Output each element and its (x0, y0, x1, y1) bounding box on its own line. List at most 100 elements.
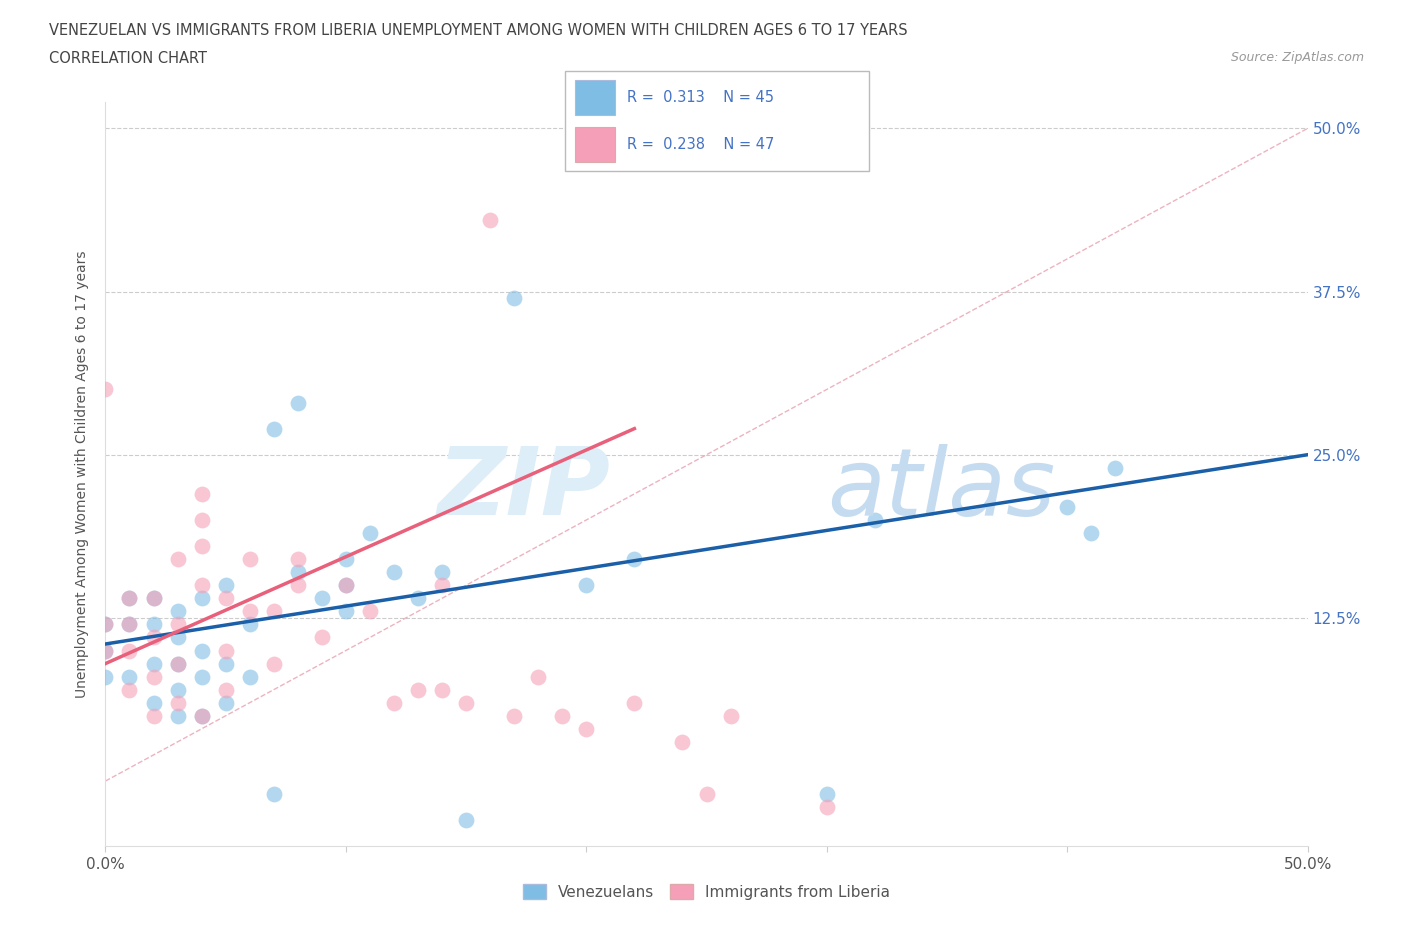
Point (166, 696, 188, 711)
Point (214, 696, 236, 711)
Point (815, 787, 838, 802)
Point (118, 591, 141, 605)
Point (142, 670, 165, 684)
Point (214, 657, 236, 671)
Point (1104, 460, 1126, 475)
Point (142, 709, 165, 724)
Point (166, 551, 188, 566)
Point (94, 617, 117, 631)
Point (359, 604, 381, 618)
Point (430, 578, 453, 592)
Point (190, 591, 212, 605)
Point (142, 657, 165, 671)
Point (382, 565, 405, 579)
Point (142, 591, 165, 605)
Point (263, 787, 285, 802)
Point (190, 709, 212, 724)
Point (166, 657, 188, 671)
Point (94, 643, 117, 658)
FancyBboxPatch shape (575, 127, 614, 162)
Point (118, 683, 141, 698)
Point (94, 643, 117, 658)
Point (503, 709, 526, 724)
Point (214, 643, 236, 658)
Point (166, 683, 188, 698)
Point (239, 604, 262, 618)
Point (406, 591, 429, 605)
Point (166, 657, 188, 671)
Point (311, 630, 333, 644)
Point (190, 643, 212, 658)
Point (479, 212, 502, 227)
Text: R =  0.238    N = 47: R = 0.238 N = 47 (627, 137, 775, 152)
Text: Source: ZipAtlas.com: Source: ZipAtlas.com (1230, 51, 1364, 64)
Point (720, 709, 742, 724)
Point (815, 800, 838, 815)
Point (239, 670, 262, 684)
Point (335, 604, 357, 618)
Point (166, 709, 188, 724)
Point (430, 683, 453, 698)
Point (118, 591, 141, 605)
Point (190, 709, 212, 724)
Point (142, 591, 165, 605)
Point (454, 813, 477, 828)
Point (671, 735, 693, 750)
Point (263, 657, 285, 671)
Point (118, 670, 141, 684)
Point (239, 551, 262, 566)
FancyBboxPatch shape (575, 80, 614, 114)
Point (118, 643, 141, 658)
Point (287, 551, 309, 566)
Point (287, 395, 309, 410)
Point (142, 630, 165, 644)
Point (118, 617, 141, 631)
Point (527, 670, 550, 684)
Point (94, 617, 117, 631)
Point (190, 538, 212, 553)
Point (94, 382, 117, 397)
Point (166, 604, 188, 618)
FancyBboxPatch shape (565, 71, 869, 171)
Text: VENEZUELAN VS IMMIGRANTS FROM LIBERIA UNEMPLOYMENT AMONG WOMEN WITH CHILDREN AGE: VENEZUELAN VS IMMIGRANTS FROM LIBERIA UN… (49, 23, 908, 38)
Point (406, 683, 429, 698)
Point (335, 578, 357, 592)
Point (335, 578, 357, 592)
Point (551, 709, 574, 724)
Point (359, 525, 381, 540)
Point (1080, 525, 1102, 540)
Point (239, 617, 262, 631)
Point (190, 486, 212, 501)
Point (263, 421, 285, 436)
Point (1056, 499, 1078, 514)
Point (623, 696, 645, 711)
Text: ZIP: ZIP (437, 444, 610, 535)
Point (214, 591, 236, 605)
Point (142, 617, 165, 631)
Point (190, 512, 212, 527)
Point (311, 591, 333, 605)
Point (287, 565, 309, 579)
Point (166, 617, 188, 631)
Legend: Venezuelans, Immigrants from Liberia: Venezuelans, Immigrants from Liberia (517, 877, 896, 906)
Point (863, 512, 886, 527)
Point (382, 696, 405, 711)
Point (94, 670, 117, 684)
Point (190, 670, 212, 684)
Point (575, 578, 598, 592)
Point (696, 787, 718, 802)
Point (214, 683, 236, 698)
Point (335, 551, 357, 566)
Point (263, 604, 285, 618)
Text: R =  0.313    N = 45: R = 0.313 N = 45 (627, 90, 775, 105)
Point (623, 551, 645, 566)
Point (214, 578, 236, 592)
Point (190, 578, 212, 592)
Point (118, 617, 141, 631)
Text: atlas: atlas (827, 444, 1054, 535)
Point (166, 630, 188, 644)
Point (575, 722, 598, 737)
Point (287, 578, 309, 592)
Point (503, 291, 526, 306)
Point (454, 696, 477, 711)
